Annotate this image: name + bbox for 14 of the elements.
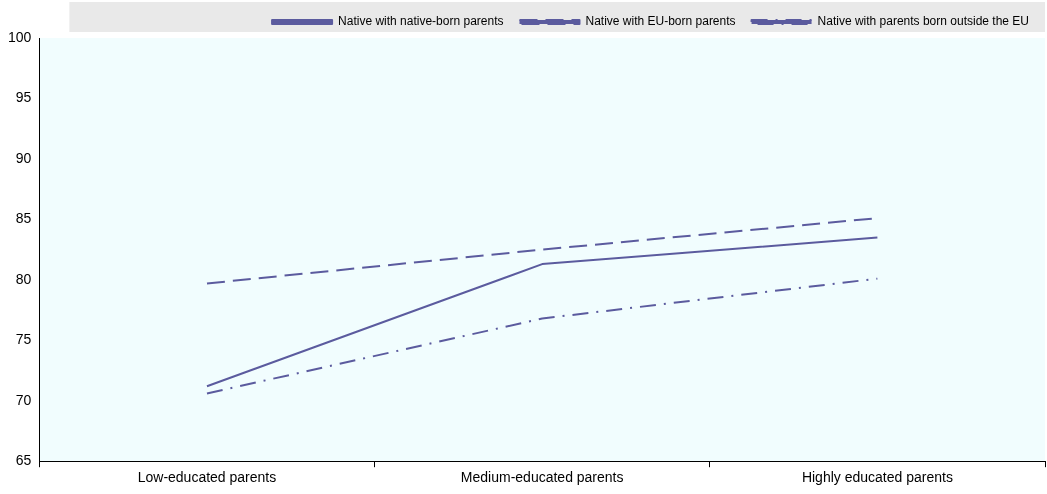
y-tick-label: 70: [15, 391, 32, 408]
y-tick-label: 75: [15, 331, 32, 348]
x-tick-label: Low-educated parents: [137, 469, 277, 486]
x-tick-label: Medium-educated parents: [460, 469, 624, 486]
y-tick-label: 80: [15, 270, 32, 287]
y-tick-label: 95: [15, 89, 32, 106]
legend-label: Native with EU-born parents: [585, 14, 736, 29]
legend-label: Native with native-born parents: [338, 14, 504, 29]
legend-label: Native with parents born outside the EU: [817, 14, 1030, 29]
y-tick-label: 90: [15, 149, 32, 166]
y-tick-label: 100: [8, 28, 32, 45]
y-tick-label: 65: [15, 452, 32, 469]
y-tick-label: 85: [15, 210, 32, 227]
x-tick-label: Highly educated parents: [801, 469, 953, 486]
